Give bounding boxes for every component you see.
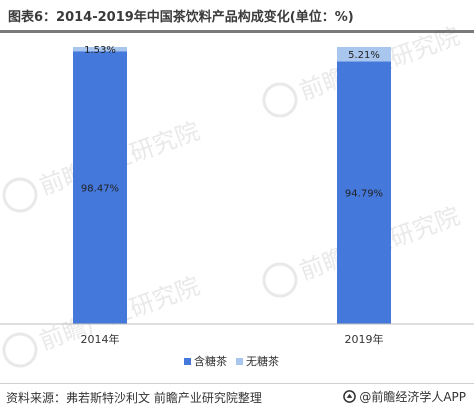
source-note: 资料来源：弗若斯特沙利文 前瞻产业研究院整理	[6, 391, 262, 405]
brand-text: @前瞻经济学人APP	[359, 390, 466, 404]
bar-segment-sugar	[337, 61, 391, 324]
bar-segment-sugar-free	[73, 47, 127, 52]
brand-credit: @前瞻经济学人APP	[343, 388, 466, 405]
bar-value-label: 5.21%	[348, 50, 380, 61]
bar-value-label: 98.47%	[81, 184, 119, 195]
legend: 含糖茶 无糖茶	[184, 354, 279, 368]
bar-value-label: 94.79%	[345, 189, 383, 200]
bar-segment-sugar	[73, 51, 127, 324]
title-divider	[0, 30, 474, 33]
chart-title: 图表6：2014-2019年中国茶饮料产品构成变化(单位：%)	[8, 10, 354, 25]
legend-label: 无糖茶	[246, 354, 279, 368]
bars-layer: 98.47% 1.53% 94.79% 5.21%	[73, 45, 391, 324]
x-tick-label: 2019年	[345, 332, 384, 346]
legend-swatch	[184, 358, 191, 365]
bar-segment-sugar-free	[337, 47, 391, 62]
bar-value-label: 1.53%	[84, 45, 116, 56]
legend-swatch	[236, 358, 243, 365]
watermark-layer: 前瞻产业研究院 前瞻产业研究院 前瞻产业研究院 前瞻产业研究院	[2, 22, 463, 368]
footer-divider	[0, 383, 474, 384]
brand-logo-icon	[343, 390, 357, 403]
x-tick-label: 2014年	[81, 332, 120, 346]
legend-label: 含糖茶	[194, 354, 227, 368]
x-tick-labels: 2014年 2019年	[81, 332, 384, 346]
